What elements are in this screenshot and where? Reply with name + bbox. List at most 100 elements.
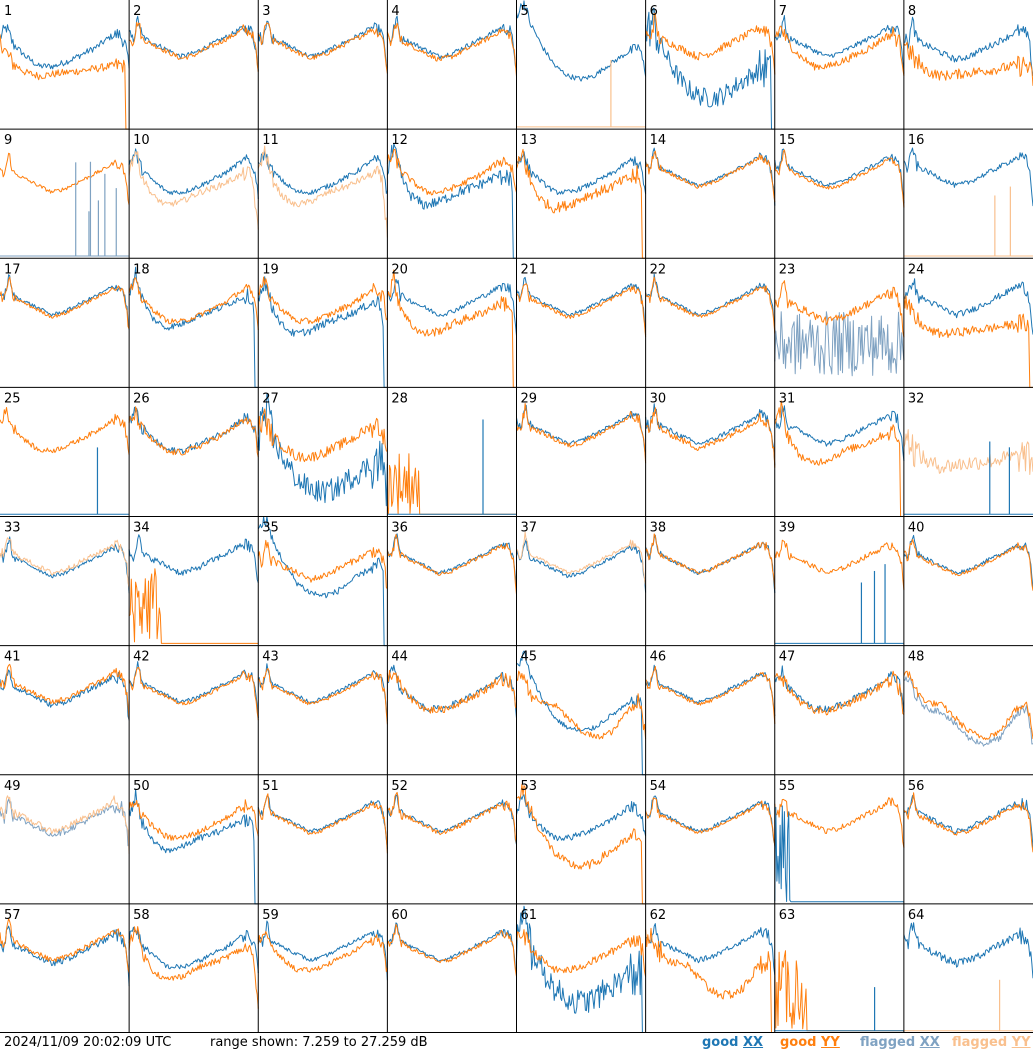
panel-36: 36 [386,521,517,595]
panel-26-trace-yy [128,406,259,458]
panel-51-trace-yy [257,793,388,854]
panel-30: 30 [645,391,776,468]
panel-label-35: 35 [262,521,279,536]
panel-34: 34 [128,521,259,644]
panel-64: 64 [903,908,1033,1032]
panel-43-trace-yy [257,668,388,725]
panel-60: 60 [386,908,517,977]
panel-63-trace-yy [774,950,904,1032]
panel-label-31: 31 [779,391,796,406]
panel-11-trace-yy [257,145,388,238]
panel-21: 21 [516,262,647,337]
legend-flagged-yy: flagged YY [952,1033,1031,1053]
panel-62-trace-yy [645,927,775,1033]
panel-28-trace-yy [386,453,517,515]
panel-27: 27 [257,391,388,507]
panel-label-24: 24 [908,262,925,277]
panel-58: 58 [128,908,259,1009]
legend-flagged-xx: flagged XX [860,1033,940,1053]
panel-44-trace-yy [386,669,517,714]
panel-12: 12 [386,133,517,259]
legend-good-yy-pol: YY [821,1035,840,1050]
panel-24-trace-xx [903,278,1033,335]
panel-13-trace-xx [516,151,647,195]
panel-45-trace-yy [516,670,647,740]
panel-38-trace-xx [645,534,776,594]
panel-8-trace-xx [903,16,1033,77]
panel-55-trace-xx [774,805,904,903]
panel-57-trace-yy [0,918,130,974]
panel-48-trace-yy [903,670,1033,741]
panel-label-44: 44 [391,650,408,665]
panel-59-trace-yy [257,931,388,973]
panel-37-trace-xx [516,538,647,593]
panel-37: 37 [516,521,647,593]
panel-label-20: 20 [391,262,408,277]
panel-label-62: 62 [650,908,667,923]
panel-5-trace-xx [516,0,647,82]
panel-4: 4 [386,4,517,77]
panel-33-trace-xx [0,536,130,594]
panel-9: 9 [0,133,130,257]
panel-48-trace-xx [903,676,1033,747]
panel-50-trace-yy [128,799,259,841]
panel-42-trace-xx [128,661,259,719]
panel-57: 57 [0,908,130,987]
panel-label-16: 16 [908,133,925,148]
panel-13-trace-yy [516,148,646,259]
panel-19-trace-yy [257,276,388,325]
panel-15-trace-xx [774,148,905,204]
panel-32-trace-yy [903,429,1033,475]
legend-flagged-yy-quality: flagged [952,1035,1008,1050]
footer-bar: 2024/11/09 20:02:09 UTC range shown: 7.2… [0,1033,1033,1053]
panel-32: 32 [903,391,1033,515]
panel-55-trace-yy [774,797,905,848]
panel-44: 44 [386,650,517,719]
panel-63: 63 [774,908,904,1032]
panel-20: 20 [386,262,517,388]
panel-label-29: 29 [521,391,538,406]
panel-label-3: 3 [262,4,270,19]
panel-27-trace-yy [257,408,388,463]
panel-label-33: 33 [4,521,21,536]
panel-17-trace-xx [0,274,130,330]
panel-50-trace-xx [128,788,259,905]
panel-label-42: 42 [133,650,150,665]
panel-label-47: 47 [779,650,796,665]
panel-62: 62 [645,908,776,1033]
panel-41-trace-yy [0,663,130,720]
panel-47-trace-yy [774,670,905,716]
panel-label-37: 37 [521,521,538,536]
panel-15-trace-yy [774,149,905,208]
panel-51: 51 [257,779,388,854]
panel-label-8: 8 [908,4,916,19]
panel-label-50: 50 [133,779,150,794]
panel-19: 19 [257,262,388,388]
panel-7-trace-yy [774,25,905,76]
panel-3: 3 [257,4,388,74]
panel-54-trace-xx [645,795,776,845]
legend-good-xx-pol: XX [743,1035,764,1050]
panel-9-trace-yy [0,152,130,206]
panel-13: 13 [516,133,647,259]
panel-30-trace-xx [645,403,776,466]
panel-label-54: 54 [650,779,667,794]
panel-22-trace-xx [645,273,776,331]
panel-34-trace-xx [128,534,259,584]
panel-label-12: 12 [391,133,408,148]
panel-label-14: 14 [650,133,667,148]
panel-61: 61 [516,905,647,1033]
panel-17: 17 [0,262,130,330]
panel-label-49: 49 [4,779,21,794]
panel-40-trace-xx [903,534,1033,588]
panel-20-trace-xx [387,278,517,336]
panel-label-32: 32 [908,391,925,406]
panel-label-1: 1 [4,4,12,19]
panel-label-19: 19 [262,262,279,277]
panel-60-trace-xx [386,922,517,973]
panel-2-trace-yy [128,21,259,72]
panel-36-trace-xx [386,533,517,590]
panel-label-6: 6 [650,4,658,19]
panel-64-trace-xx [903,922,1033,979]
